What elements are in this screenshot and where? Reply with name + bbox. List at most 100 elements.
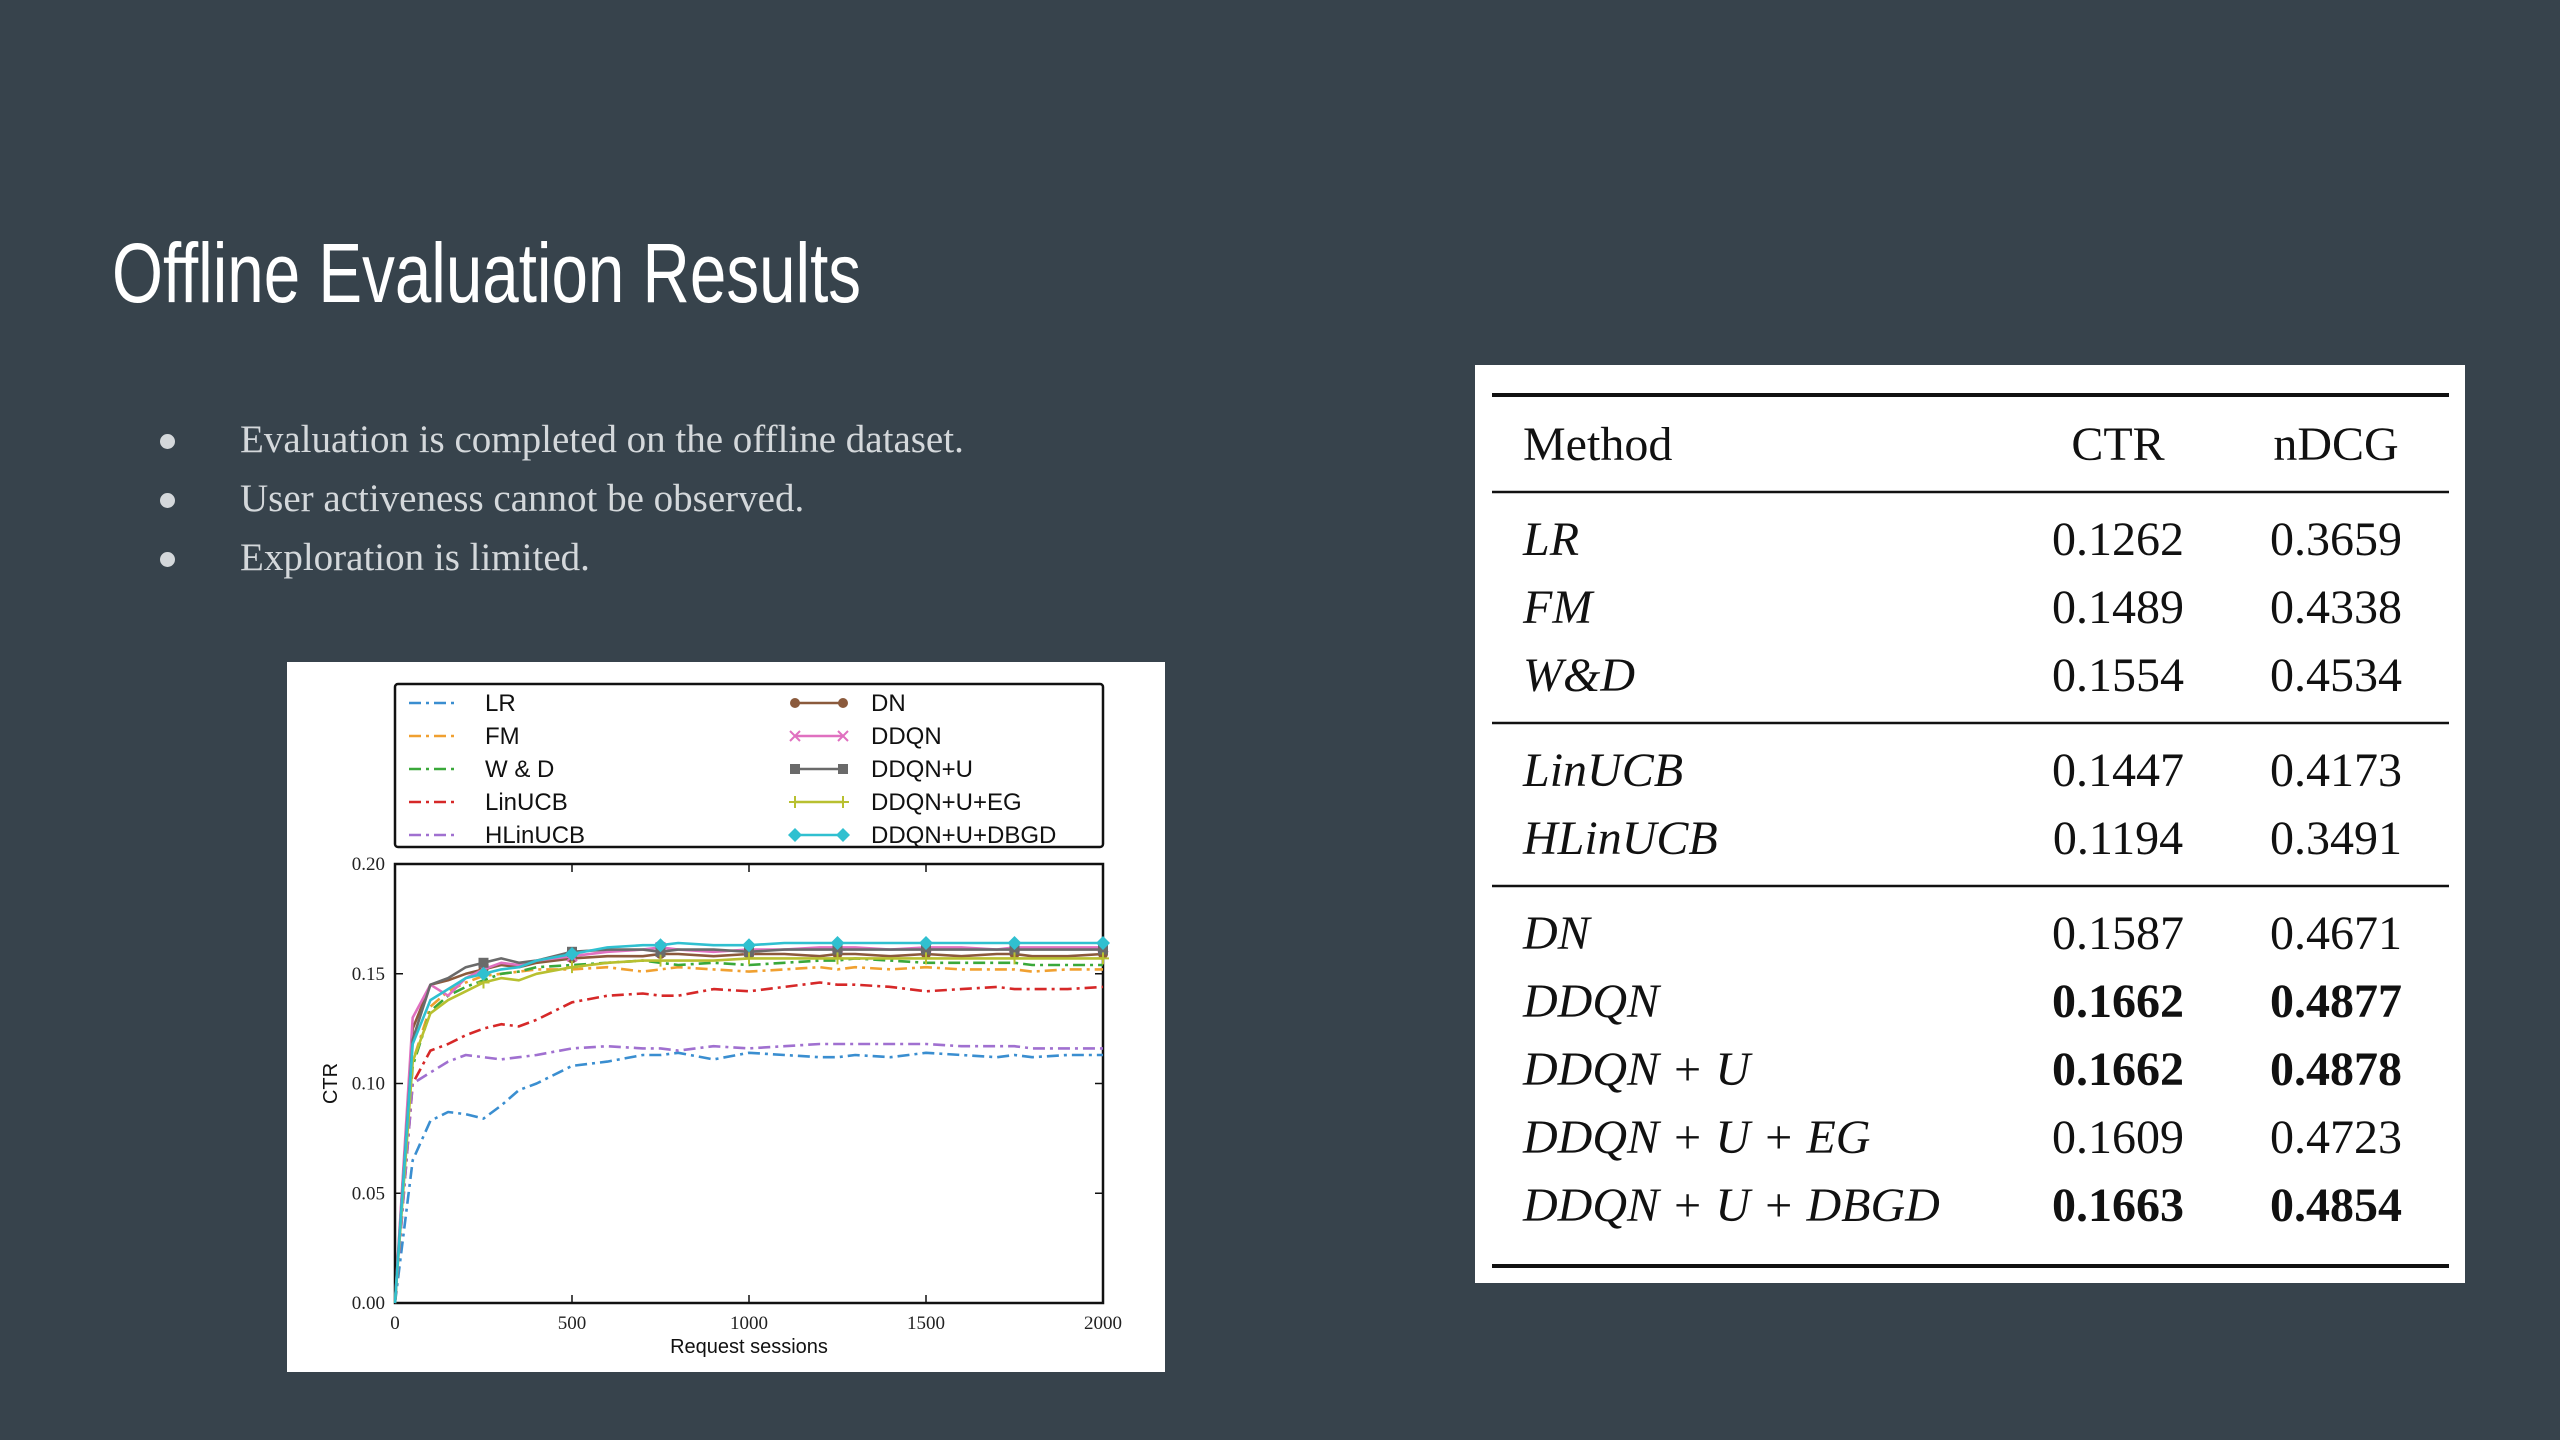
legend-frame — [393, 682, 1105, 849]
point-marker — [1096, 936, 1110, 951]
bullet-item: Evaluation is completed on the offline d… — [150, 410, 964, 469]
y-tick-label: 0.15 — [352, 964, 385, 985]
series-line — [393, 946, 1103, 1304]
y-tick-label: 0.00 — [352, 1293, 385, 1314]
chart-legend: LR FM W & D LinUCB HLinUCB DN DDQN DDQN+U DDQN+U… — [393, 682, 1105, 849]
series-line — [393, 1051, 1103, 1304]
legend-label: DDQN — [871, 723, 942, 750]
series-line — [393, 948, 1103, 1304]
series-dn — [393, 948, 1108, 1304]
legend-entry: LR — [409, 690, 516, 717]
point-marker — [742, 938, 756, 953]
legend-label: LR — [485, 690, 516, 717]
series-fm — [393, 965, 1103, 1304]
x-tick-label: 1500 — [907, 1313, 945, 1334]
point-marker — [837, 730, 849, 742]
table-cell-ctr: 0.1262 — [2052, 513, 2184, 566]
point-marker — [476, 966, 491, 981]
legend-label: FM — [485, 723, 520, 750]
bullet-dot — [160, 493, 175, 508]
table-cell-ctr: 0.1447 — [2052, 744, 2184, 797]
table-cell-ndcg: 0.4338 — [2270, 581, 2402, 634]
table-cell-ndcg: 0.4878 — [2270, 1043, 2402, 1096]
series-line — [393, 957, 1103, 1304]
table-cell-ndcg: 0.3659 — [2270, 513, 2402, 566]
point-marker — [1097, 952, 1109, 965]
table-header-ctr: CTR — [2071, 418, 2164, 471]
table-cell-ctr: 0.1662 — [2052, 1043, 2184, 1096]
series-line — [393, 957, 1103, 1304]
point-marker — [838, 764, 848, 774]
point-marker — [831, 952, 844, 965]
slide-title: Offline Evaluation Results — [112, 226, 862, 320]
table-cell-ctr: 0.1609 — [2052, 1111, 2184, 1164]
legend-entry: LinUCB — [409, 789, 568, 816]
y-tick-label: 0.20 — [352, 854, 385, 875]
series-ddqn-u-dbgd — [393, 936, 1110, 1304]
point-marker — [1007, 936, 1022, 951]
legend-label: DN — [871, 690, 906, 717]
point-marker — [565, 946, 579, 961]
table-cell-method: LR — [1522, 513, 1579, 566]
point-marker — [830, 936, 845, 951]
bullet-item: User activeness cannot be observed. — [150, 469, 964, 528]
table-cell-ndcg: 0.4877 — [2270, 975, 2402, 1028]
point-marker — [654, 954, 667, 967]
legend-label: HLinUCB — [485, 822, 585, 849]
x-axis-label: Request sessions — [670, 1336, 828, 1358]
point-marker — [743, 952, 755, 965]
y-axis-label: CTR — [320, 1063, 342, 1104]
table-cell-method: DDQN + U + EG — [1522, 1111, 1870, 1164]
legend-label: W & D — [485, 756, 554, 783]
legend-label: DDQN+U+DBGD — [871, 822, 1056, 849]
table-cell-ctr: 0.1662 — [2052, 975, 2184, 1028]
x-tick-label: 2000 — [1084, 1313, 1122, 1334]
y-tick-label: 0.10 — [352, 1074, 385, 1095]
point-marker — [789, 730, 801, 742]
ctr-chart-image: 0 500 1000 1500 2000 0.00 0.05 0.10 0.15 0.20 Requ… — [287, 662, 1165, 1372]
legend-entry: HLinUCB — [409, 822, 585, 849]
legend-label: DDQN+U — [871, 756, 973, 783]
series-lr — [393, 1051, 1103, 1304]
point-marker — [789, 796, 801, 808]
results-table: Method CTR nDCG LR 0.1262 0.3659 FM 0.1489 0.433… — [1492, 393, 2449, 1268]
table-cell-method: DN — [1522, 907, 1593, 960]
results-table-image: Method CTR nDCG LR 0.1262 0.3659 FM 0.1489 0.433… — [1475, 365, 2465, 1283]
table-header-method: Method — [1523, 418, 1672, 471]
x-tick-label: 500 — [558, 1313, 587, 1334]
bullet-text: Evaluation is completed on the offline d… — [240, 418, 964, 461]
legend-entry: DDQN+U+EG — [789, 789, 1022, 816]
table-cell-ctr: 0.1554 — [2052, 649, 2184, 702]
series-line — [393, 941, 1103, 1304]
bullet-item: Exploration is limited. — [150, 528, 964, 587]
table-cell-method: W&D — [1523, 649, 1635, 702]
table-cell-ctr: 0.1194 — [2053, 812, 2183, 865]
point-marker — [790, 764, 800, 774]
bullet-text: User activeness cannot be observed. — [240, 477, 805, 520]
table-cell-method: FM — [1522, 581, 1595, 634]
x-tick-label: 1000 — [730, 1313, 768, 1334]
table-cell-ctr: 0.1489 — [2052, 581, 2184, 634]
point-marker — [478, 957, 489, 968]
point-marker — [1008, 952, 1021, 965]
bullet-list: Evaluation is completed on the offline d… — [150, 410, 964, 587]
table-cell-ctr: 0.1663 — [2052, 1179, 2184, 1232]
table-cell-ndcg: 0.4173 — [2270, 744, 2402, 797]
legend-label: LinUCB — [485, 789, 568, 816]
table-cell-ndcg: 0.4854 — [2270, 1179, 2402, 1232]
table-cell-ndcg: 0.4671 — [2270, 907, 2402, 960]
point-marker — [790, 698, 800, 708]
point-marker — [653, 938, 668, 953]
legend-label: DDQN+U+EG — [871, 789, 1022, 816]
legend-entry: DN — [790, 690, 906, 717]
y-tick-label: 0.05 — [352, 1183, 385, 1204]
table-cell-method: DDQN + U + DBGD — [1522, 1179, 1940, 1232]
point-marker — [919, 936, 933, 951]
plot-frame — [393, 862, 1105, 1305]
point-marker — [838, 698, 848, 708]
table-cell-method: DDQN + U — [1522, 1043, 1753, 1096]
series-hlinucb — [393, 1042, 1103, 1304]
table-cell-ndcg: 0.3491 — [2270, 812, 2402, 865]
legend-entry: FM — [409, 723, 520, 750]
series-line — [393, 965, 1103, 1304]
